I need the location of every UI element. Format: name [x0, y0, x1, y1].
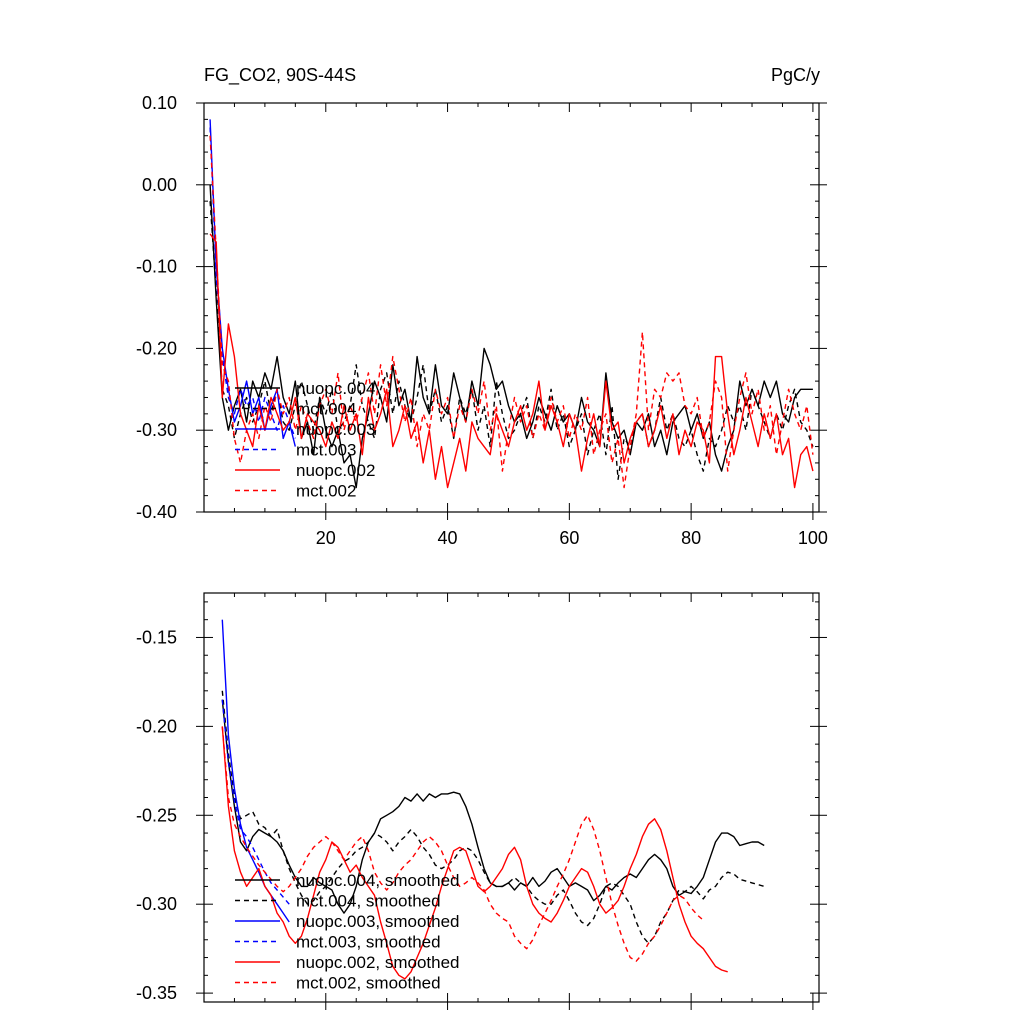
- series-line: [221, 726, 704, 962]
- y-tick-label: -0.40: [136, 502, 177, 522]
- bottom-axis-ticks: -0.15 -0.20 -0.25 -0.30 -0.35: [136, 593, 827, 1010]
- legend-label: mct.002, smoothed: [296, 974, 441, 993]
- legend-label: mct.002: [296, 482, 356, 501]
- legend-label: nuopc.004: [296, 379, 375, 398]
- legend-label: mct.004, smoothed: [296, 892, 441, 911]
- y-tick-label: -0.20: [136, 716, 177, 736]
- x-tick-label: 60: [559, 528, 579, 548]
- legend-label: nuopc.002: [296, 461, 375, 480]
- legend-label: nuopc.002, smoothed: [296, 953, 460, 972]
- legend-label: nuopc.003, smoothed: [296, 912, 460, 931]
- y-tick-label: -0.30: [136, 420, 177, 440]
- x-tick-label: 40: [438, 528, 458, 548]
- top-panel: FG_CO2, 90S-44S PgC/y 20 40 60 80 100 0.10 0.0…: [136, 65, 828, 548]
- bottom-plot-frame: [203, 592, 820, 1003]
- series-line: [221, 726, 728, 980]
- top-plot-frame: [203, 102, 820, 513]
- x-tick-label: 100: [798, 528, 828, 548]
- x-tick-label: 80: [681, 528, 701, 548]
- legend-label: mct.003: [296, 441, 356, 460]
- y-tick-label: -0.30: [136, 894, 177, 914]
- top-axis-ticks: 20 40 60 80 100 0.10 0.00 -0.10 -0.20 -0.30 -0.40: [136, 93, 828, 548]
- legend-label: nuopc.004, smoothed: [296, 871, 460, 890]
- y-tick-label: 0.10: [142, 93, 177, 113]
- y-tick-label: -0.25: [136, 805, 177, 825]
- series-line: [221, 619, 290, 923]
- y-tick-label: 0.00: [142, 175, 177, 195]
- x-tick-label: 20: [316, 528, 336, 548]
- series-line: [209, 184, 813, 489]
- legend-label: nuopc.003: [296, 420, 375, 439]
- y-tick-label: -0.35: [136, 983, 177, 1003]
- bottom-panel: -0.15 -0.20 -0.25 -0.30 -0.35 nuopc.004, smo…: [136, 592, 827, 1010]
- units-label: PgC/y: [771, 65, 820, 85]
- y-tick-label: -0.10: [136, 257, 177, 277]
- top-series-lines: [209, 119, 814, 489]
- chart-title: FG_CO2, 90S-44S: [204, 65, 356, 86]
- y-tick-label: -0.20: [136, 338, 177, 358]
- legend-label: mct.003, smoothed: [296, 933, 441, 952]
- series-line: [209, 233, 814, 489]
- bottom-series-lines: [221, 619, 765, 980]
- y-tick-label: -0.15: [136, 627, 177, 647]
- legend-label: mct.004: [296, 400, 356, 419]
